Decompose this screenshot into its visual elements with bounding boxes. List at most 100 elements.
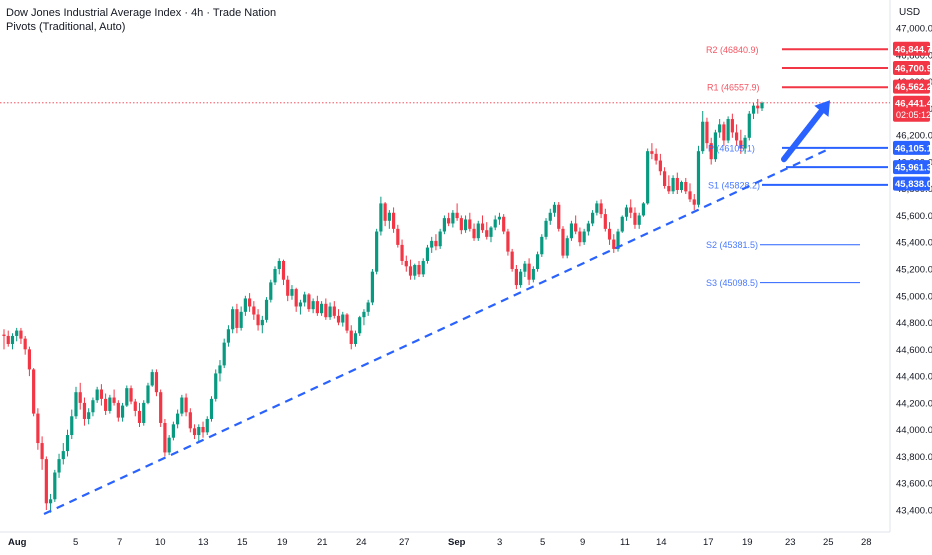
candle-body [113,398,116,403]
y-tick-label: 45,200.0 [896,265,932,276]
candle-body [409,266,412,275]
candle-body [168,438,171,453]
chart-title: Dow Jones Industrial Average Index · 4h … [6,6,276,20]
price-tag-text: 45,838.0 [895,179,932,190]
price-tag-text: 46,562.2 [895,82,932,93]
candle-body [756,106,759,109]
candle-body [748,114,751,138]
candle-body [96,390,99,401]
x-tick-label: 10 [155,537,166,548]
candle-body [176,414,179,425]
x-tick-label: 7 [117,537,122,548]
candle-body [41,443,44,459]
candle-body [430,241,433,248]
candle-body [684,182,687,191]
x-tick-label: 14 [656,537,667,548]
candle-body [697,151,700,205]
candle-body [159,392,162,423]
candle-body [760,103,763,109]
candle-body [646,151,649,203]
candle-body [83,403,86,419]
candle-body [388,213,391,221]
candle-body [117,403,120,418]
x-tick-label: 11 [620,537,630,548]
candle-body [722,124,725,140]
candle-body [735,132,738,140]
candle-body [405,261,408,266]
candle-body [70,416,73,435]
candle-body [252,306,255,314]
x-tick-label: 17 [703,537,714,548]
candle-body [11,336,14,344]
candle-body [752,106,755,114]
candle-body [231,309,234,329]
candle-body [337,316,340,323]
y-tick-label: 44,200.0 [896,398,932,409]
candle-body [705,122,708,143]
candle-body [663,171,666,186]
candle-body [621,217,624,232]
candle-body [104,399,107,411]
trendline[interactable] [44,149,830,515]
candle-body [506,232,509,252]
candle-body [400,245,403,261]
candle-body [316,301,319,313]
candle-body [688,191,691,199]
x-tick-label: Aug [8,537,27,548]
candle-body [494,219,497,227]
candle-body [489,227,492,236]
current-price-text: 46,441.4 [895,98,932,109]
candle-body [570,223,573,238]
pivot-label: R2 (46840.9) [706,45,759,55]
x-tick-label: Sep [448,537,466,548]
candle-body [295,289,298,306]
candle-body [235,309,238,328]
price-tag-text: 46,105.1 [895,143,932,154]
pivot-label: S1 (45828.2) [708,180,760,190]
candle-body [350,331,353,344]
x-tick-label: 5 [540,537,545,548]
candle-body [375,232,378,272]
candle-body [731,119,734,132]
currency-label[interactable]: USD [899,7,920,18]
candle-body [261,320,264,325]
candle-body [265,300,268,320]
candle-body [642,203,645,215]
candle-body [396,229,399,245]
candle-body [19,331,22,339]
candle-body [460,218,463,230]
y-tick-label: 43,800.0 [896,452,932,463]
candle-body [62,451,65,459]
candle-body [206,419,209,432]
candle-body [553,205,556,213]
candle-body [155,372,158,392]
candle-body [218,365,221,373]
candle-body [53,473,56,500]
candle-body [24,339,27,350]
candle-body [269,282,272,299]
candle-body [417,265,420,274]
candle-body [100,390,103,399]
candle-body [498,217,501,220]
candle-body [299,302,302,306]
candle-body [28,349,31,369]
candle-body [659,161,662,172]
candle-body [324,304,327,317]
candle-body [151,372,154,385]
candle-body [307,294,310,309]
candle-body [146,385,149,402]
candle-body [282,261,285,280]
pivot-label: S3 (45098.5) [706,278,758,288]
candle-body [36,414,39,443]
candle-body [227,329,230,342]
candle-body [671,178,674,191]
price-tag-text: 46,844.7 [895,44,932,55]
candle-body [727,119,730,140]
candle-body [629,207,632,212]
candle-body [248,298,251,306]
candle-body [371,272,374,303]
chart-legend: Dow Jones Industrial Average Index · 4h … [6,6,276,34]
candle-body [2,335,5,336]
y-tick-label: 45,400.0 [896,238,932,249]
